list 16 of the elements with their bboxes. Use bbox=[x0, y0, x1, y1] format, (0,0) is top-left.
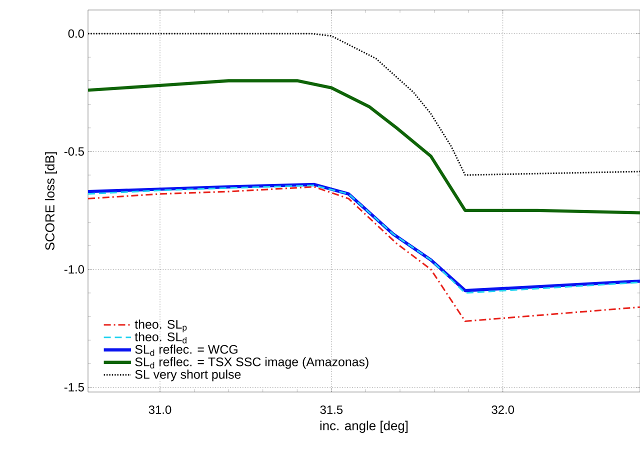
x-tick-label: 31.5 bbox=[320, 405, 343, 414]
x-tick-label: 32.0 bbox=[492, 405, 514, 414]
line-series bbox=[88, 79, 640, 214]
x-tick-label: 31.0 bbox=[148, 405, 172, 414]
y-tick-label: 0.0 bbox=[68, 29, 84, 38]
legend-label: theo. SL$_{d}$ bbox=[134, 332, 186, 344]
legend-label: SL very short pulse bbox=[135, 370, 241, 382]
line-series bbox=[88, 32, 640, 176]
legend-label: SL$_{d}$ reflec. = TSX SSC image (Amazonas) bbox=[135, 357, 368, 369]
legend-label: theo. SL$_{p}$ bbox=[134, 320, 187, 332]
legend-label: SL$_{d}$ reflec. = WCG bbox=[135, 344, 238, 356]
y-axis-title: SCORE loss [dB] bbox=[44, 152, 58, 250]
y-tick-label: -1.5 bbox=[64, 383, 84, 392]
x-axis-title: inc. angle [deg] bbox=[320, 420, 408, 433]
y-tick-label: -1.0 bbox=[64, 265, 84, 274]
y-tick-label: -0.5 bbox=[64, 147, 84, 156]
